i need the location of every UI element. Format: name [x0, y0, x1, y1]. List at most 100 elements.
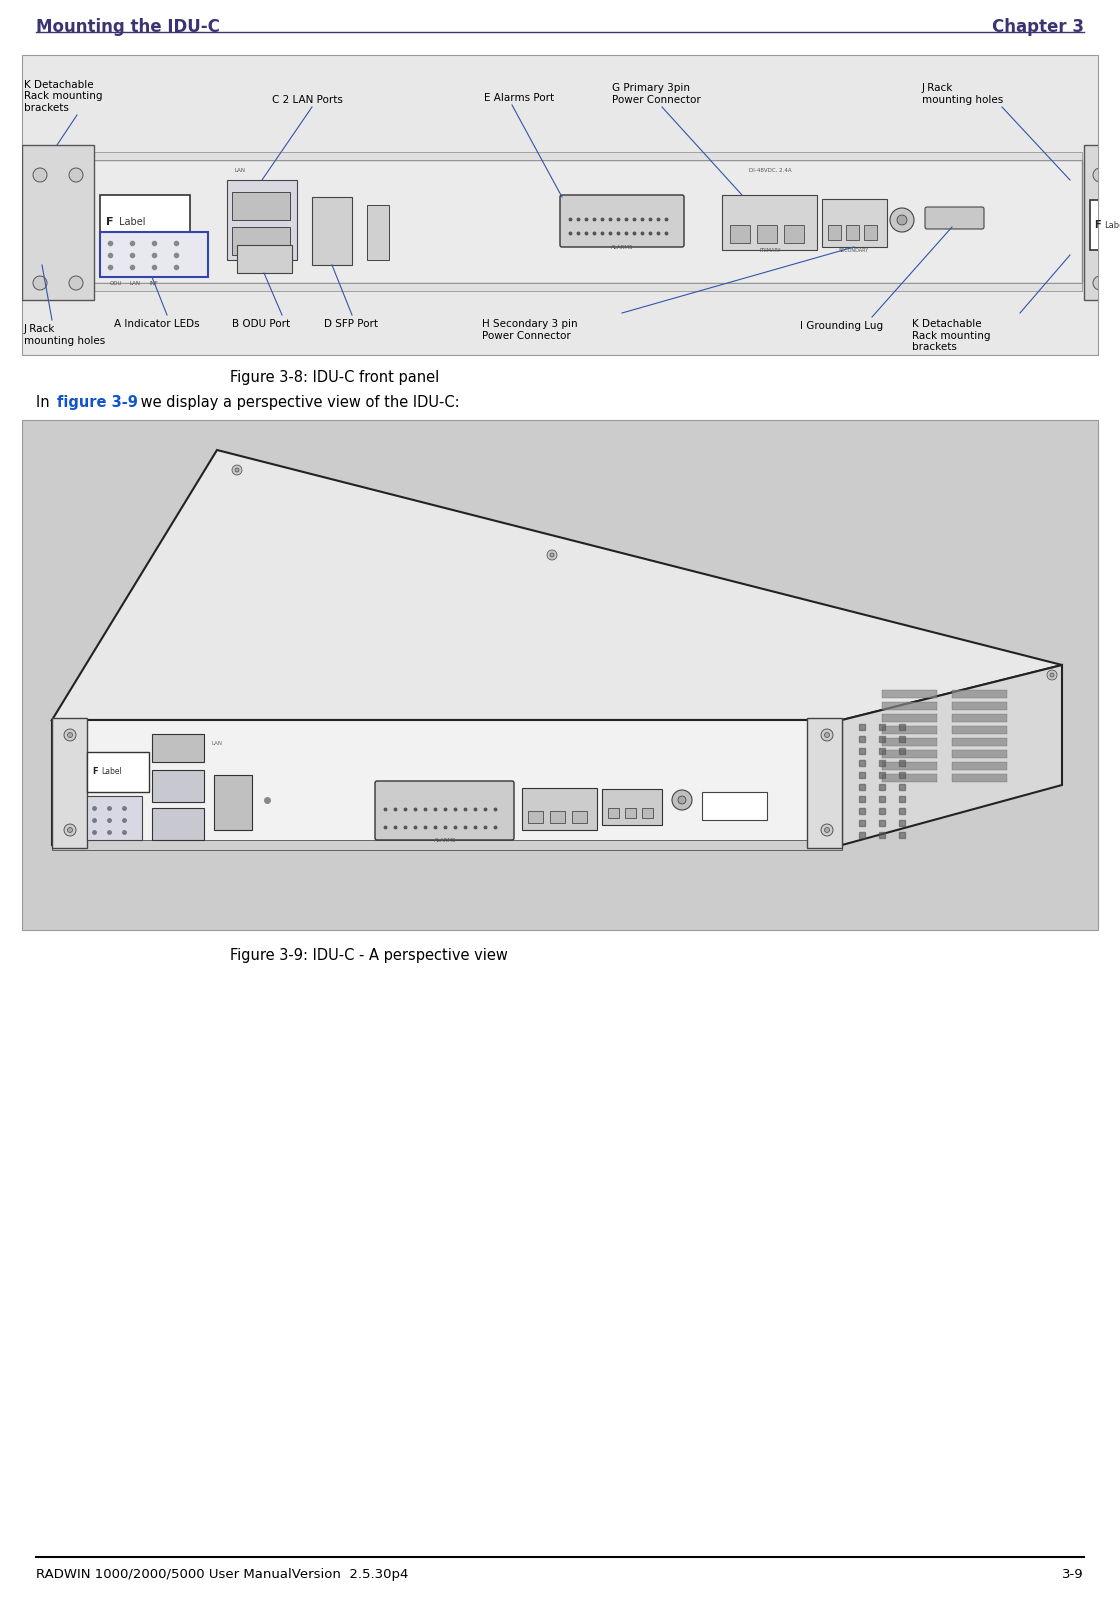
Text: D SFP Port: D SFP Port [324, 319, 377, 329]
Bar [883, 775, 937, 783]
Bar [367, 205, 389, 260]
Circle shape [69, 276, 83, 290]
Bar [1084, 144, 1120, 300]
Text: ODU: ODU [110, 281, 122, 286]
Bar [37, 282, 1082, 290]
Circle shape [64, 728, 76, 741]
FancyBboxPatch shape [560, 196, 684, 247]
Text: C 2 LAN Ports: C 2 LAN Ports [272, 95, 343, 104]
Text: Label: Label [101, 767, 122, 776]
Circle shape [678, 796, 685, 804]
Circle shape [821, 824, 833, 836]
Circle shape [69, 168, 83, 181]
Circle shape [32, 168, 47, 181]
Bar [227, 180, 297, 260]
Bar [37, 160, 1082, 282]
Bar [730, 225, 750, 242]
Circle shape [1047, 670, 1057, 680]
Bar [722, 196, 816, 250]
Bar [883, 727, 937, 735]
Bar [822, 199, 887, 247]
Text: ALARMS: ALARMS [433, 837, 456, 844]
Bar [784, 225, 804, 242]
Bar [883, 714, 937, 722]
Circle shape [824, 828, 830, 832]
Text: K Detachable
Rack mounting
brackets: K Detachable Rack mounting brackets [912, 319, 990, 353]
Bar [952, 751, 1007, 759]
Circle shape [232, 465, 242, 475]
Bar [883, 690, 937, 698]
Polygon shape [842, 666, 1062, 845]
Polygon shape [52, 451, 1062, 720]
Circle shape [890, 209, 914, 233]
Text: INF: INF [150, 281, 159, 286]
Text: A Indicator LEDs: A Indicator LEDs [114, 319, 199, 329]
Bar [603, 789, 662, 824]
Bar [952, 703, 1007, 711]
Bar [883, 751, 937, 759]
Bar [952, 738, 1007, 746]
Bar [152, 770, 204, 802]
Bar [702, 792, 767, 820]
Circle shape [1093, 276, 1107, 290]
Circle shape [821, 728, 833, 741]
Text: RADWIN 1000/2000/5000 User ManualVersion  2.5.30p4: RADWIN 1000/2000/5000 User ManualVersion… [36, 1569, 409, 1582]
Bar [22, 144, 94, 300]
Text: H Secondary 3 pin
Power Connector: H Secondary 3 pin Power Connector [482, 319, 578, 340]
Text: F: F [106, 217, 113, 228]
Bar [757, 225, 777, 242]
Text: SECONDARY: SECONDARY [839, 249, 869, 253]
Circle shape [897, 215, 907, 225]
Text: Label: Label [1104, 220, 1120, 229]
Circle shape [547, 550, 557, 560]
FancyBboxPatch shape [375, 781, 514, 840]
Bar [37, 152, 1082, 160]
Bar [642, 808, 653, 818]
Text: F: F [1094, 220, 1101, 229]
Bar [312, 197, 352, 265]
Bar [883, 762, 937, 770]
Circle shape [1093, 168, 1107, 181]
Bar [608, 808, 619, 818]
Bar [52, 840, 842, 850]
Circle shape [64, 824, 76, 836]
Bar [152, 735, 204, 762]
Bar [152, 808, 204, 840]
Text: In: In [36, 395, 54, 411]
Bar [883, 703, 937, 711]
Text: Label: Label [119, 217, 146, 228]
Circle shape [235, 468, 239, 472]
FancyBboxPatch shape [100, 196, 190, 250]
Bar [883, 738, 937, 746]
Text: Figure 3-8: IDU-C front panel: Figure 3-8: IDU-C front panel [230, 371, 439, 385]
Text: PRIMARY: PRIMARY [759, 249, 781, 253]
Bar [952, 775, 1007, 783]
Text: B ODU Port: B ODU Port [232, 319, 290, 329]
Bar [52, 719, 87, 849]
FancyBboxPatch shape [925, 207, 984, 229]
Bar [625, 808, 636, 818]
Bar [550, 812, 564, 823]
Bar [952, 762, 1007, 770]
Text: ALARMS: ALARMS [610, 245, 633, 250]
Text: LAN: LAN [212, 741, 223, 746]
Bar [232, 192, 290, 220]
Text: LAN: LAN [234, 168, 245, 173]
Bar [864, 225, 877, 241]
Circle shape [67, 733, 73, 738]
Text: DI-48VDC, 2.4A: DI-48VDC, 2.4A [748, 168, 792, 173]
Text: I Grounding Lug: I Grounding Lug [800, 321, 884, 330]
Bar [87, 752, 149, 792]
Bar [232, 228, 290, 255]
Bar [528, 812, 543, 823]
Circle shape [550, 553, 554, 557]
Bar [522, 788, 597, 829]
Circle shape [1051, 674, 1054, 677]
Text: J Rack
mounting holes: J Rack mounting holes [922, 83, 1004, 104]
Bar [952, 727, 1007, 735]
Circle shape [67, 828, 73, 832]
Text: Figure 3-9: IDU-C - A perspective view: Figure 3-9: IDU-C - A perspective view [230, 948, 507, 962]
Bar [87, 796, 142, 840]
Bar [828, 225, 841, 241]
Circle shape [32, 276, 47, 290]
